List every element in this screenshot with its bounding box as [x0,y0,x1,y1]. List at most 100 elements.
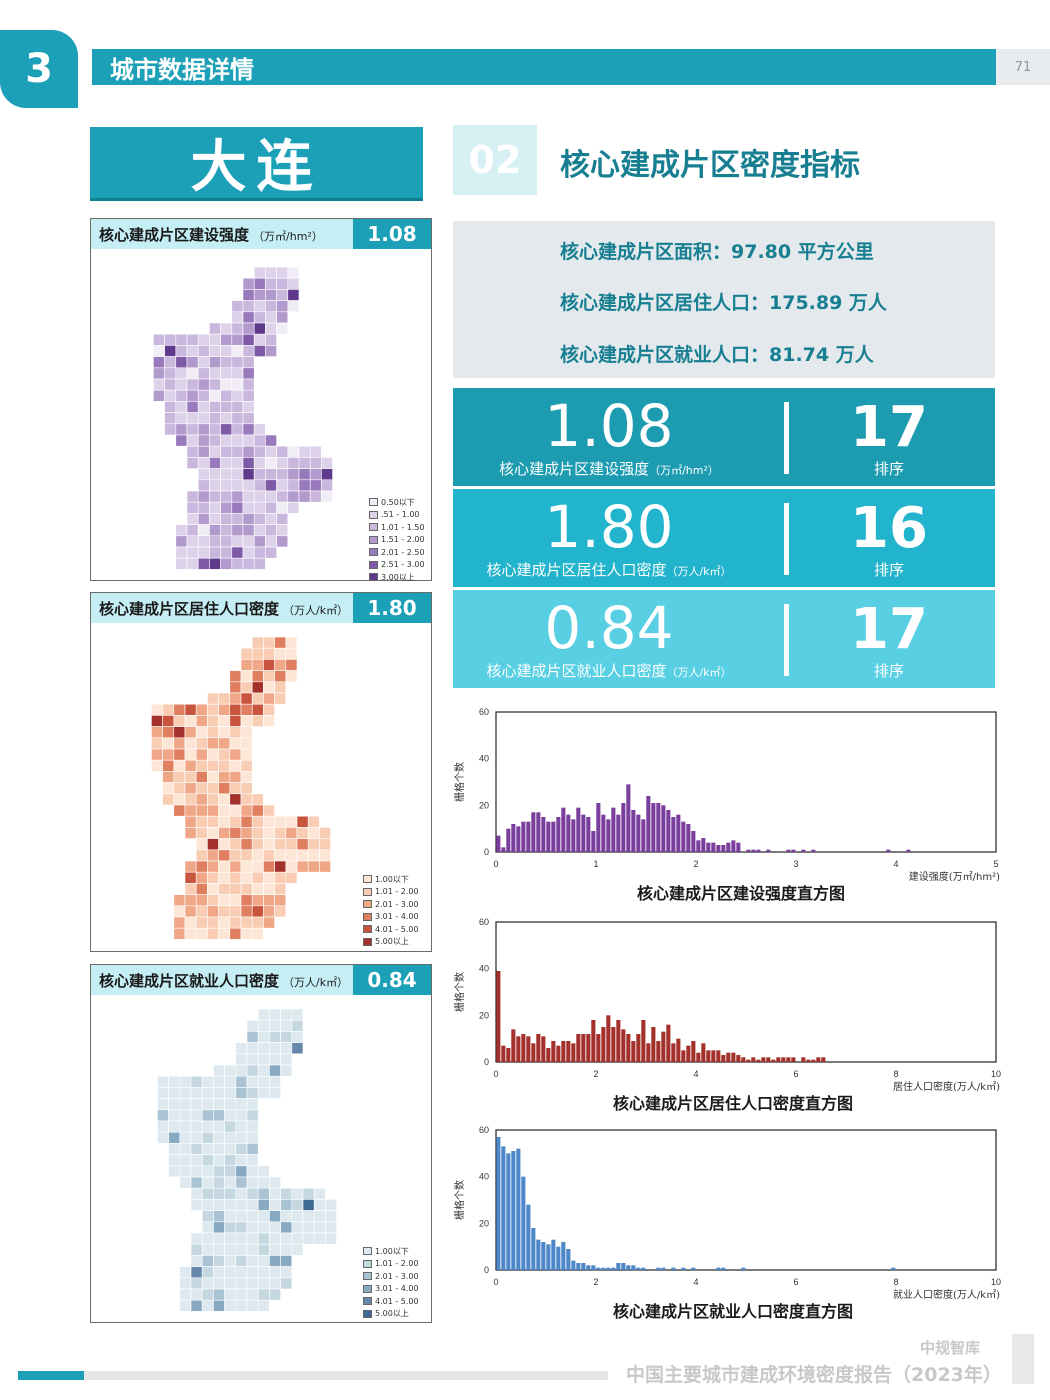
map-cell [173,905,186,918]
y-tick-label: 0 [484,1057,489,1067]
map-cell [280,1019,293,1032]
map-cell [184,748,197,761]
map-cell [265,311,277,324]
map-cell [287,300,300,313]
map-cell [207,849,219,862]
map-cell [235,1210,248,1223]
map-cell [291,1243,304,1256]
histogram-bar [711,842,716,852]
grid-map-construction [153,266,333,570]
map-cell [186,457,199,469]
legend-item: 5.00以上 [363,1308,419,1321]
map-cell [309,479,322,492]
map-cell [179,1176,192,1189]
map-cell [274,871,287,884]
panel-title: 核心建成片区居住人口密度 （万人/k㎡） [99,599,349,618]
map-cell [313,1221,326,1234]
map-cell [269,1064,281,1077]
map-cell [164,378,177,391]
histogram-bar [501,1045,506,1062]
map-cell [229,726,242,739]
map-cell [231,479,244,492]
map-cell [251,927,264,940]
map-cell [240,927,253,940]
map-cell [307,827,320,839]
map-cell [209,345,221,357]
histogram-bar [571,1043,576,1062]
map-cell [175,524,188,537]
legend-swatch [363,900,372,909]
histogram-bar [531,1228,536,1270]
map-cell [224,1221,237,1234]
legend-label: 3.00以上 [381,572,415,582]
map-cell [190,1299,203,1312]
map-cell [274,659,287,671]
map-cell [276,311,289,324]
panel-unit: （万人/k㎡） [283,975,349,989]
map-cell [195,894,208,907]
map-cell [151,726,163,739]
histogram-bar [626,1034,631,1062]
map-cell [197,457,210,469]
map-cell [246,1266,259,1279]
map-cell [164,423,177,436]
map-cell [224,1266,237,1279]
x-tick-label: 6 [793,1277,798,1287]
map-cell [201,1075,214,1088]
map-cell [220,378,233,391]
map-cell [240,849,253,862]
map-cell [201,1243,214,1256]
histogram-bar [606,1267,611,1270]
map-cell [186,513,199,525]
histogram-bar [661,805,666,852]
map-cell [231,524,244,537]
histogram-employment: 0 20 40 60 0 2 4 6 8 10 栅格个数 就业人口密度(万人/k㎡) 核心建成片区就业… [453,1118,1013,1323]
map-cell [209,389,221,402]
histogram-bar [651,1027,656,1062]
y-tick-label: 60 [479,707,489,717]
map-cell [263,883,275,895]
histogram-bar [616,1020,621,1062]
map-cell [175,345,188,357]
map-cell [186,490,199,503]
map-cell [218,793,231,806]
map-cell [298,479,311,492]
plot-frame [495,921,997,1063]
y-axis-label: 栅格个数 [453,762,466,802]
histogram-bar [676,814,681,852]
indicator-divider [784,604,789,676]
map-cell [207,703,219,716]
map-cell [220,389,233,402]
map-cell [242,445,255,458]
map-cell [229,771,242,783]
indicator-label: 核心建成片区建设强度（万㎡/hm²） [499,460,719,478]
indicator-label: 核心建成片区居住人口密度（万人/k㎡） [486,561,732,579]
map-cell [195,748,208,761]
map-cell [242,322,255,335]
section-title: 核心建成片区密度指标 [560,148,860,183]
histogram-bar [556,817,561,852]
map-cell [157,1075,169,1088]
map-cell [251,815,264,828]
map-cell [253,479,266,492]
histogram-bar [711,1050,716,1062]
panel-header: 核心建成片区就业人口密度 （万人/k㎡） 0.84 [91,965,431,995]
map-cell [235,1154,248,1167]
map-cell [235,1053,248,1066]
map-cell [253,524,266,537]
map-cell [190,1232,203,1245]
map-cell [197,546,210,559]
map-cell [179,1277,192,1290]
map-cell [251,692,264,705]
histogram-bar [546,821,551,852]
map-cell [179,1075,192,1088]
map-cell [302,1199,315,1211]
map-cell [168,1075,181,1088]
map-cell [242,367,255,380]
map-cell [175,378,188,391]
map-cell [265,434,277,447]
legend-label: 1.00以下 [375,1246,409,1256]
map-cell [220,401,233,413]
map-cell [168,1131,181,1144]
map-cell [251,659,264,671]
